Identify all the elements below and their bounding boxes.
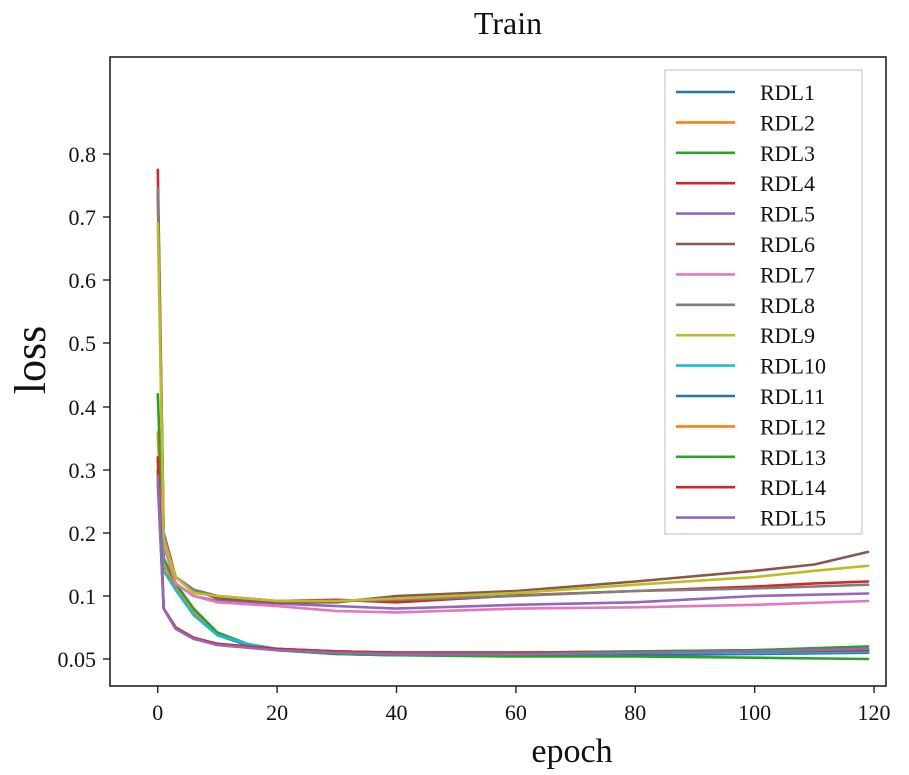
y-tick-label: 0.3 xyxy=(69,458,97,483)
x-axis-label: epoch xyxy=(531,733,612,770)
legend-label-rdl2: RDL2 xyxy=(760,110,815,135)
y-tick-label: 0.7 xyxy=(69,205,97,230)
legend-label-rdl6: RDL6 xyxy=(760,232,815,257)
y-tick-label: 0.5 xyxy=(69,331,97,356)
y-axis-label: loss xyxy=(6,326,55,394)
legend-label-rdl15: RDL15 xyxy=(760,506,826,531)
x-axis: 0 20 40 60 80 100 120 xyxy=(152,686,891,725)
x-tick-label: 0 xyxy=(152,700,163,725)
legend-label-rdl9: RDL9 xyxy=(760,323,815,348)
legend-label-rdl10: RDL10 xyxy=(760,354,826,379)
x-tick-label: 40 xyxy=(386,700,408,725)
x-tick-label: 20 xyxy=(266,700,288,725)
series-line-rdl15 xyxy=(156,475,870,656)
legend-label-rdl7: RDL7 xyxy=(760,262,815,287)
y-axis: 0.05 0.1 0.2 0.3 0.4 0.5 0.6 0.7 0.8 xyxy=(58,142,110,672)
plot-frame xyxy=(109,56,887,687)
x-tick-label: 60 xyxy=(505,700,527,725)
series-layer xyxy=(156,168,870,661)
legend-label-rdl4: RDL4 xyxy=(760,171,815,196)
y-tick-label: 0.05 xyxy=(58,647,97,672)
legend-label-rdl11: RDL11 xyxy=(760,384,825,409)
y-tick-label: 0.2 xyxy=(69,521,97,546)
y-tick-label: 0.1 xyxy=(69,584,97,609)
series-line-rdl9 xyxy=(156,222,870,603)
y-tick-label: 0.6 xyxy=(69,268,97,293)
y-tick-label: 0.8 xyxy=(69,142,97,167)
chart-title: Train xyxy=(474,5,542,41)
x-tick-label: 120 xyxy=(858,700,891,725)
legend-label-rdl14: RDL14 xyxy=(760,475,826,500)
legend-label-rdl3: RDL3 xyxy=(760,141,815,166)
legend-label-rdl13: RDL13 xyxy=(760,445,826,470)
series-line-rdl7 xyxy=(156,468,870,614)
legend-label-rdl1: RDL1 xyxy=(760,80,815,105)
legend-label-rdl8: RDL8 xyxy=(760,293,815,318)
legend-label-rdl5: RDL5 xyxy=(760,202,815,227)
x-tick-label: 100 xyxy=(738,700,771,725)
x-tick-label: 80 xyxy=(624,700,646,725)
legend-label-rdl12: RDL12 xyxy=(760,414,826,439)
y-tick-label: 0.4 xyxy=(69,395,97,420)
legend: RDL1 RDL2 RDL3 RDL4 RDL5 RDL6 RDL7 RDL8 RDL9 RDL1… xyxy=(664,69,863,535)
